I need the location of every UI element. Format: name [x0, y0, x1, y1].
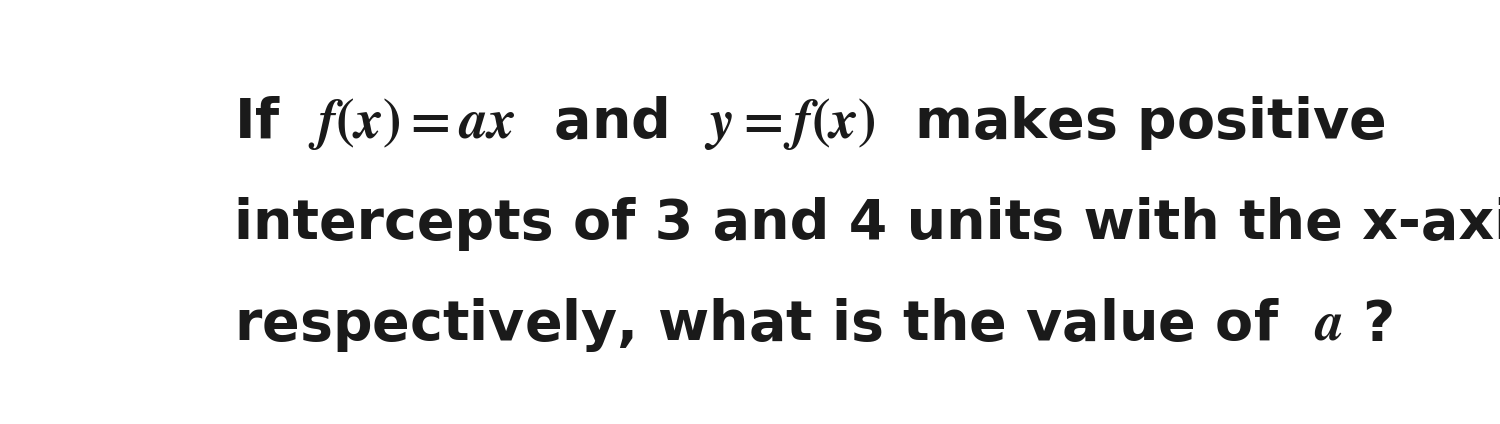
Text: intercepts of 3 and 4 units with the x-axis and y-axis: intercepts of 3 and 4 units with the x-a…	[234, 197, 1500, 251]
Text: If  $f(x) = ax$  and  $y = f(x)$  makes positive: If $f(x) = ax$ and $y = f(x)$ makes posi…	[234, 94, 1384, 152]
Text: respectively, what is the value of  $a$ ?: respectively, what is the value of $a$ ?	[234, 296, 1394, 354]
